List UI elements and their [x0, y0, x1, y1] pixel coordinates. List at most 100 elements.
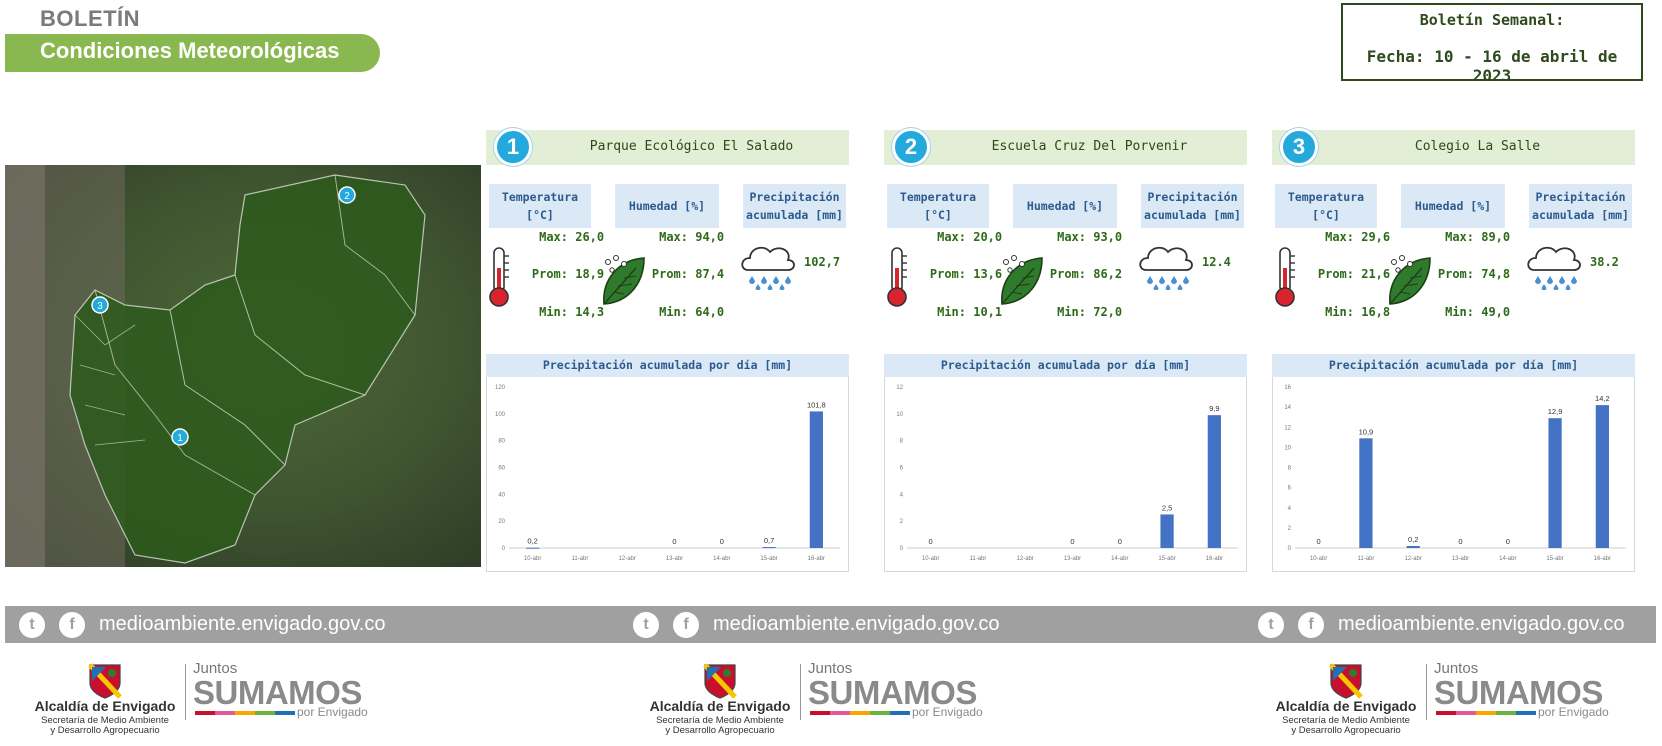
station-number-badge: 1	[494, 128, 532, 166]
twitter-icon[interactable]: t	[19, 611, 45, 638]
data-label-13-abr: 0	[672, 537, 676, 546]
sumamos-text: SUMAMOS	[193, 674, 362, 711]
data-label-13-abr: 0	[1458, 537, 1462, 546]
secretaria-line1: Secretaría de Medio Ambiente	[41, 715, 169, 726]
svg-text:2: 2	[344, 191, 350, 202]
x-tick-label: 10-abr	[524, 556, 541, 562]
y-tick-label: 4	[1288, 506, 1292, 512]
footer-logo-2: Alcaldía de Envigado Secretaría de Medio …	[645, 660, 990, 742]
chart-svg: 0 2 4 6 8 10 12 0 10-abr 11-abr 12-abr 0 13-abr 0 14-a…	[896, 385, 1238, 562]
stripe-segment	[850, 711, 870, 715]
footer-logo-3: Alcaldía de Envigado Secretaría de Medio …	[1271, 660, 1616, 742]
x-tick-label: 14-abr	[1499, 556, 1516, 562]
x-tick-label: 13-abr	[666, 556, 683, 562]
logo-divider	[1426, 664, 1427, 720]
y-tick-label: 0	[900, 546, 904, 552]
footer-logo-1: Alcaldía de Envigado Secretaría de Medio …	[30, 660, 375, 742]
station-name: Parque Ecológico El Salado	[589, 139, 794, 154]
rain-cloud-icon	[1139, 246, 1193, 291]
juntos-text: Juntos	[808, 660, 853, 677]
precip-bar-chart: 0 20 40 60 80 100 120 0,2 10-abr 11-abr 12-abr 0 13-…	[486, 377, 849, 572]
week-title: Boletín Semanal:	[1419, 11, 1565, 29]
thermometer-icon	[489, 247, 509, 307]
week-date: Fecha: 10 - 16 de abril de 2023	[1366, 47, 1618, 85]
hum-prom: Prom: 86,2	[1049, 267, 1123, 281]
por-envigado-text: por Envigado	[297, 705, 368, 719]
y-tick-label: 80	[498, 439, 505, 445]
station-header: 1 Parque Ecológico El Salado	[486, 128, 849, 166]
data-label-12-abr: 0,2	[1408, 535, 1418, 544]
brand-stripe	[1436, 711, 1536, 715]
rain-cloud-icon	[741, 246, 795, 291]
x-tick-label: 15-abr	[760, 556, 777, 562]
precipitation-label-line1: Precipitación	[1535, 190, 1626, 204]
stripe-segment	[195, 711, 215, 715]
temp-min: Min: 14,3	[539, 305, 605, 319]
x-tick-label: 14-abr	[713, 556, 730, 562]
x-tick-label: 12-abr	[1405, 556, 1422, 562]
x-tick-label: 14-abr	[1111, 556, 1128, 562]
secretaria-line1: Secretaría de Medio Ambiente	[656, 715, 784, 726]
y-tick-label: 10	[896, 412, 903, 418]
x-tick-label: 11-abr	[969, 556, 986, 562]
station-number-badge: 2	[892, 128, 930, 166]
map-marker-3: 3	[91, 296, 109, 314]
station-card-1: 1 Parque Ecológico El Salado Temperatura […	[486, 0, 849, 575]
precipitation-label: Precipitación acumulada [mm]	[1141, 184, 1244, 228]
bar-16-abr	[1595, 405, 1609, 548]
stripe-segment	[870, 711, 890, 715]
bar-15-abr	[762, 547, 776, 549]
data-label-16-abr: 101,8	[807, 400, 826, 409]
rain-cloud-icon	[1527, 246, 1581, 291]
facebook-icon[interactable]: f	[673, 611, 699, 638]
bar-16-abr	[809, 411, 823, 548]
x-tick-label: 10-abr	[922, 556, 939, 562]
hum-prom: Prom: 74,8	[1437, 267, 1511, 281]
website-link[interactable]: medioambiente.envigado.gov.co	[1338, 613, 1625, 635]
svg-text:3: 3	[97, 301, 103, 312]
facebook-icon[interactable]: f	[59, 611, 85, 638]
temp-min: Min: 16,8	[1325, 305, 1391, 319]
website-link[interactable]: medioambiente.envigado.gov.co	[99, 613, 386, 635]
page-title: Condiciones Meteorológicas	[40, 38, 340, 63]
leaf-humidity-icon	[1389, 255, 1431, 305]
y-tick-label: 2	[900, 519, 904, 525]
x-tick-label: 15-abr	[1546, 556, 1563, 562]
y-tick-label: 120	[495, 385, 506, 391]
chart-svg: 0 20 40 60 80 100 120 0,2 10-abr 11-abr 12-abr 0 13-…	[495, 385, 840, 562]
data-label-16-abr: 9,9	[1209, 404, 1219, 413]
secretaria-line1: Secretaría de Medio Ambiente	[1282, 715, 1410, 726]
precipitation-label-line1: Precipitación	[1147, 190, 1238, 204]
station-header: 2 Escuela Cruz Del Porvenir	[884, 128, 1247, 166]
humidity-label: Humedad [%]	[1401, 184, 1505, 228]
envigado-crest-icon	[703, 663, 737, 699]
y-tick-label: 12	[896, 385, 903, 391]
temp-max: Max: 20,0	[937, 230, 1003, 244]
facebook-icon[interactable]: f	[1298, 611, 1324, 638]
precip-total: 102,7	[804, 255, 841, 269]
hum-max: Max: 89,0	[1445, 230, 1511, 244]
hum-prom: Prom: 87,4	[651, 267, 725, 281]
twitter-icon[interactable]: t	[1258, 611, 1284, 638]
y-tick-label: 8	[900, 439, 904, 445]
data-label-13-abr: 0	[1070, 537, 1074, 546]
twitter-icon[interactable]: t	[633, 611, 659, 638]
website-link[interactable]: medioambiente.envigado.gov.co	[713, 613, 1000, 635]
logo-divider	[800, 664, 801, 720]
footer-contact-1: t f medioambiente.envigado.gov.co	[19, 606, 385, 643]
logo-divider	[185, 664, 186, 720]
stripe-segment	[275, 711, 295, 715]
x-tick-label: 15-abr	[1158, 556, 1175, 562]
secretaria-line2: y Desarrollo Agropecuario	[665, 725, 775, 736]
secretaria-line2: y Desarrollo Agropecuario	[1291, 725, 1401, 736]
thermometer-icon	[887, 247, 907, 307]
map-marker-2: 2	[338, 186, 356, 204]
secretaria-line2: y Desarrollo Agropecuario	[50, 725, 160, 736]
precipitation-label-line1: Precipitación	[749, 190, 840, 204]
station-number-badge: 3	[1280, 128, 1318, 166]
station-card-2: 2 Escuela Cruz Del Porvenir Temperatura [°…	[884, 0, 1247, 575]
chart-title: Precipitación acumulada por día [mm]	[1272, 354, 1635, 377]
footer-contact-3: t f medioambiente.envigado.gov.co	[1258, 606, 1624, 643]
stripe-segment	[1516, 711, 1536, 715]
x-tick-label: 11-abr	[571, 556, 588, 562]
